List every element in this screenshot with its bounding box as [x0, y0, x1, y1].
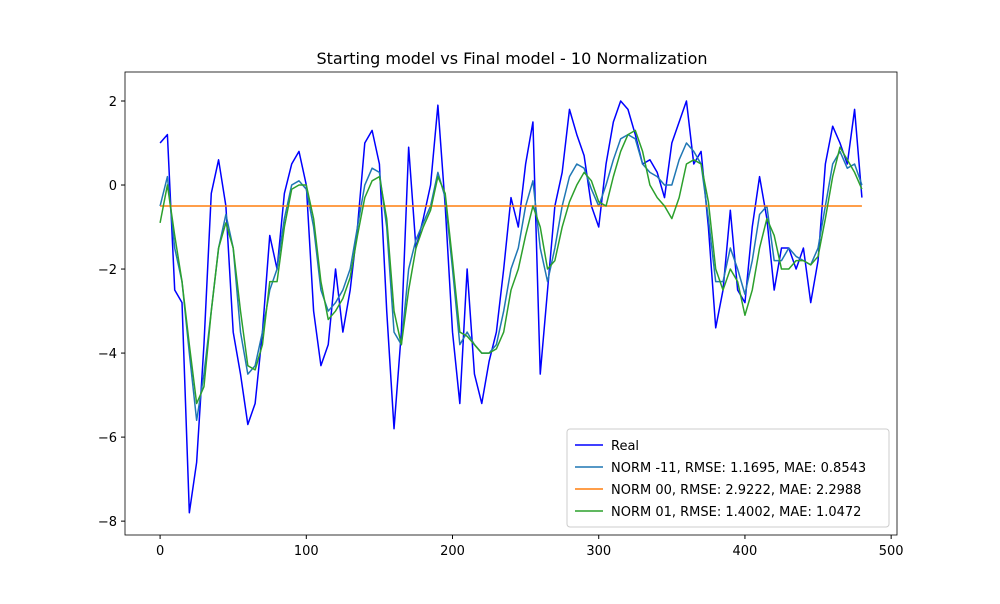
x-tick-label: 200: [440, 544, 465, 559]
x-tick-label: 0: [156, 544, 164, 559]
legend-label: NORM 00, RMSE: 2.9222, MAE: 2.2988: [611, 483, 861, 498]
y-tick-label: −2: [98, 263, 117, 278]
y-tick-label: −6: [98, 431, 117, 446]
series-line: [159, 133, 863, 422]
legend: Real NORM -11, RMSE: 1.1695, MAE: 0.8543 N…: [566, 428, 890, 528]
x-tick-label: 300: [586, 544, 611, 559]
series-line: [159, 129, 863, 405]
chart-title: Starting model vs Final model - 10 Norma…: [316, 49, 707, 68]
legend-label: NORM -11, RMSE: 1.1695, MAE: 0.8543: [611, 461, 866, 476]
x-tick-label: 500: [879, 544, 904, 559]
y-tick-label: 0: [109, 179, 117, 194]
y-tick-label: −4: [98, 347, 117, 362]
legend-box: [566, 428, 890, 528]
plot-frame: [124, 71, 898, 536]
x-tick-label: 400: [733, 544, 758, 559]
y-tick-label: 2: [109, 95, 117, 110]
legend-label: NORM 01, RMSE: 1.4002, MAE: 1.0472: [611, 505, 861, 520]
legend-label: Real: [611, 439, 639, 454]
y-tick-label: −8: [98, 515, 117, 530]
x-tick-label: 100: [294, 544, 319, 559]
